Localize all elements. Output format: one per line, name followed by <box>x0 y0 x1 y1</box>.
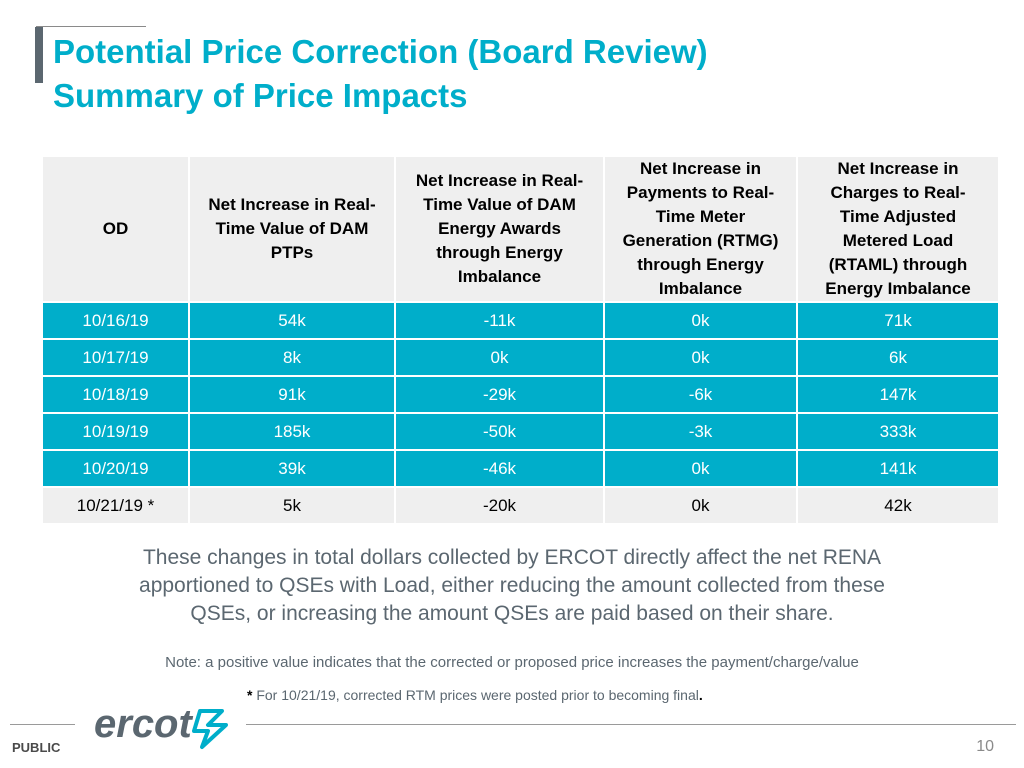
table-header-row: OD Net Increase in Real- Time Value of DAM… <box>43 157 998 301</box>
table-cell-value: -6k <box>603 375 796 412</box>
column-header-0: OD <box>43 157 188 301</box>
table-cell-value: 6k <box>796 338 998 375</box>
column-header-line: Energy Imbalance <box>825 279 971 298</box>
summary-line-1: These changes in total dollars collected… <box>142 546 882 569</box>
table-row: 10/20/19 39k -46k 0k 141k <box>43 449 998 486</box>
table-cell-value: 141k <box>796 449 998 486</box>
table-cell-date: 10/20/19 <box>43 449 188 486</box>
table-cell-value: 0k <box>394 338 603 375</box>
table-cell-value: 0k <box>603 486 796 523</box>
table-row: 10/21/19 * 5k -20k 0k 42k <box>43 486 998 523</box>
table-cell-date: 10/21/19 * <box>43 486 188 523</box>
table-cell-value: -11k <box>394 301 603 338</box>
table-cell-date: 10/17/19 <box>43 338 188 375</box>
column-header-3: Net Increase in Payments to Real- Time Met… <box>603 157 796 301</box>
column-header-line: Net Increase in Real- <box>415 171 584 190</box>
table-cell-value: -3k <box>603 412 796 449</box>
table-cell-date: 10/16/19 <box>43 301 188 338</box>
column-header-line: Time Value of DAM <box>423 195 576 214</box>
column-header-4: Net Increase in Charges to Real- Time Adju… <box>796 157 998 301</box>
column-header-1: Net Increase in Real- Time Value of DAM PT… <box>188 157 394 301</box>
title-line-1: Potential Price Correction (Board Review… <box>53 33 708 70</box>
column-header-line: through Energy <box>436 243 563 262</box>
table-cell-value: -20k <box>394 486 603 523</box>
footnote-period: . <box>698 687 703 703</box>
page-number: 10 <box>976 738 994 755</box>
top-rule <box>36 26 146 27</box>
table-cell-value: 333k <box>796 412 998 449</box>
column-header-line: Metered Load <box>842 231 954 250</box>
table-cell-value: -50k <box>394 412 603 449</box>
table-cell-value: 0k <box>603 449 796 486</box>
footnote-asterisk: * <box>247 687 253 703</box>
table-cell-value: 71k <box>796 301 998 338</box>
classification-label: PUBLIC <box>12 740 61 755</box>
column-header-line: Charges to Real- <box>830 183 966 202</box>
table-cell-value: 147k <box>796 375 998 412</box>
footnote: * For 10/21/19, corrected RTM prices wer… <box>247 685 703 705</box>
column-header-line: Energy Awards <box>438 219 561 238</box>
column-header-line: Payments to Real- <box>626 183 775 202</box>
summary-line-3: QSEs, or increasing the amount QSEs are … <box>190 602 834 625</box>
column-header-line: through Energy <box>637 255 764 274</box>
logo-wordmark: ercot <box>94 702 193 746</box>
column-header-line: PTPs <box>270 243 314 262</box>
table-cell-value: 8k <box>188 338 394 375</box>
table-row: 10/16/19 54k -11k 0k 71k <box>43 301 998 338</box>
column-header-line: Time Adjusted <box>839 207 957 226</box>
price-impact-table-container: OD Net Increase in Real- Time Value of DAM… <box>43 157 998 523</box>
footnote-text: For 10/21/19, corrected RTM prices were … <box>252 687 699 703</box>
table-cell-value: 0k <box>603 338 796 375</box>
logo-mark-icon <box>192 709 228 749</box>
table-cell-value: -29k <box>394 375 603 412</box>
table-cell-value: 0k <box>603 301 796 338</box>
column-header-line: Net Increase in <box>640 159 761 178</box>
column-header-line: Time Meter <box>655 207 746 226</box>
column-header-line: Net Increase in <box>837 159 959 178</box>
column-header-2: Net Increase in Real- Time Value of DAM En… <box>394 157 603 301</box>
title-line-2: Summary of Price Impacts <box>53 77 468 114</box>
table-row: 10/18/19 91k -29k -6k 147k <box>43 375 998 412</box>
column-header-line: Imbalance <box>457 267 542 286</box>
table-cell-value: 42k <box>796 486 998 523</box>
column-header-line: Time Value of DAM <box>215 219 369 238</box>
title-accent-bar <box>35 27 43 83</box>
table-body: 10/16/19 54k -11k 0k 71k 10/17/19 8k 0k 0k 6k 10/1… <box>43 301 998 523</box>
column-header-line: Generation (RTMG) <box>622 231 779 250</box>
table-cell-value: -46k <box>394 449 603 486</box>
table-cell-date: 10/19/19 <box>43 412 188 449</box>
column-header-line: (RTAML) through <box>828 255 968 274</box>
column-header-line: OD <box>102 219 129 238</box>
table-row: 10/19/19 185k -50k -3k 333k <box>43 412 998 449</box>
note-text: Note: a positive value indicates that th… <box>165 654 859 671</box>
column-header-line: Imbalance <box>658 279 743 298</box>
footer-divider-right <box>246 724 1016 725</box>
table-cell-value: 185k <box>188 412 394 449</box>
summary-text: These changes in total dollars collected… <box>100 544 924 628</box>
table-cell-value: 54k <box>188 301 394 338</box>
table-cell-value: 39k <box>188 449 394 486</box>
summary-line-2: apportioned to QSEs with Load, either re… <box>139 574 885 597</box>
column-header-line: Net Increase in Real- <box>208 195 376 214</box>
footer-divider-left <box>10 724 75 725</box>
table-cell-value: 5k <box>188 486 394 523</box>
page-title: Potential Price Correction (Board Review… <box>53 30 708 118</box>
table-cell-date: 10/18/19 <box>43 375 188 412</box>
price-impact-table: OD Net Increase in Real- Time Value of DAM… <box>43 157 998 523</box>
ercot-logo: ercot <box>94 702 228 749</box>
table-cell-value: 91k <box>188 375 394 412</box>
table-row: 10/17/19 8k 0k 0k 6k <box>43 338 998 375</box>
